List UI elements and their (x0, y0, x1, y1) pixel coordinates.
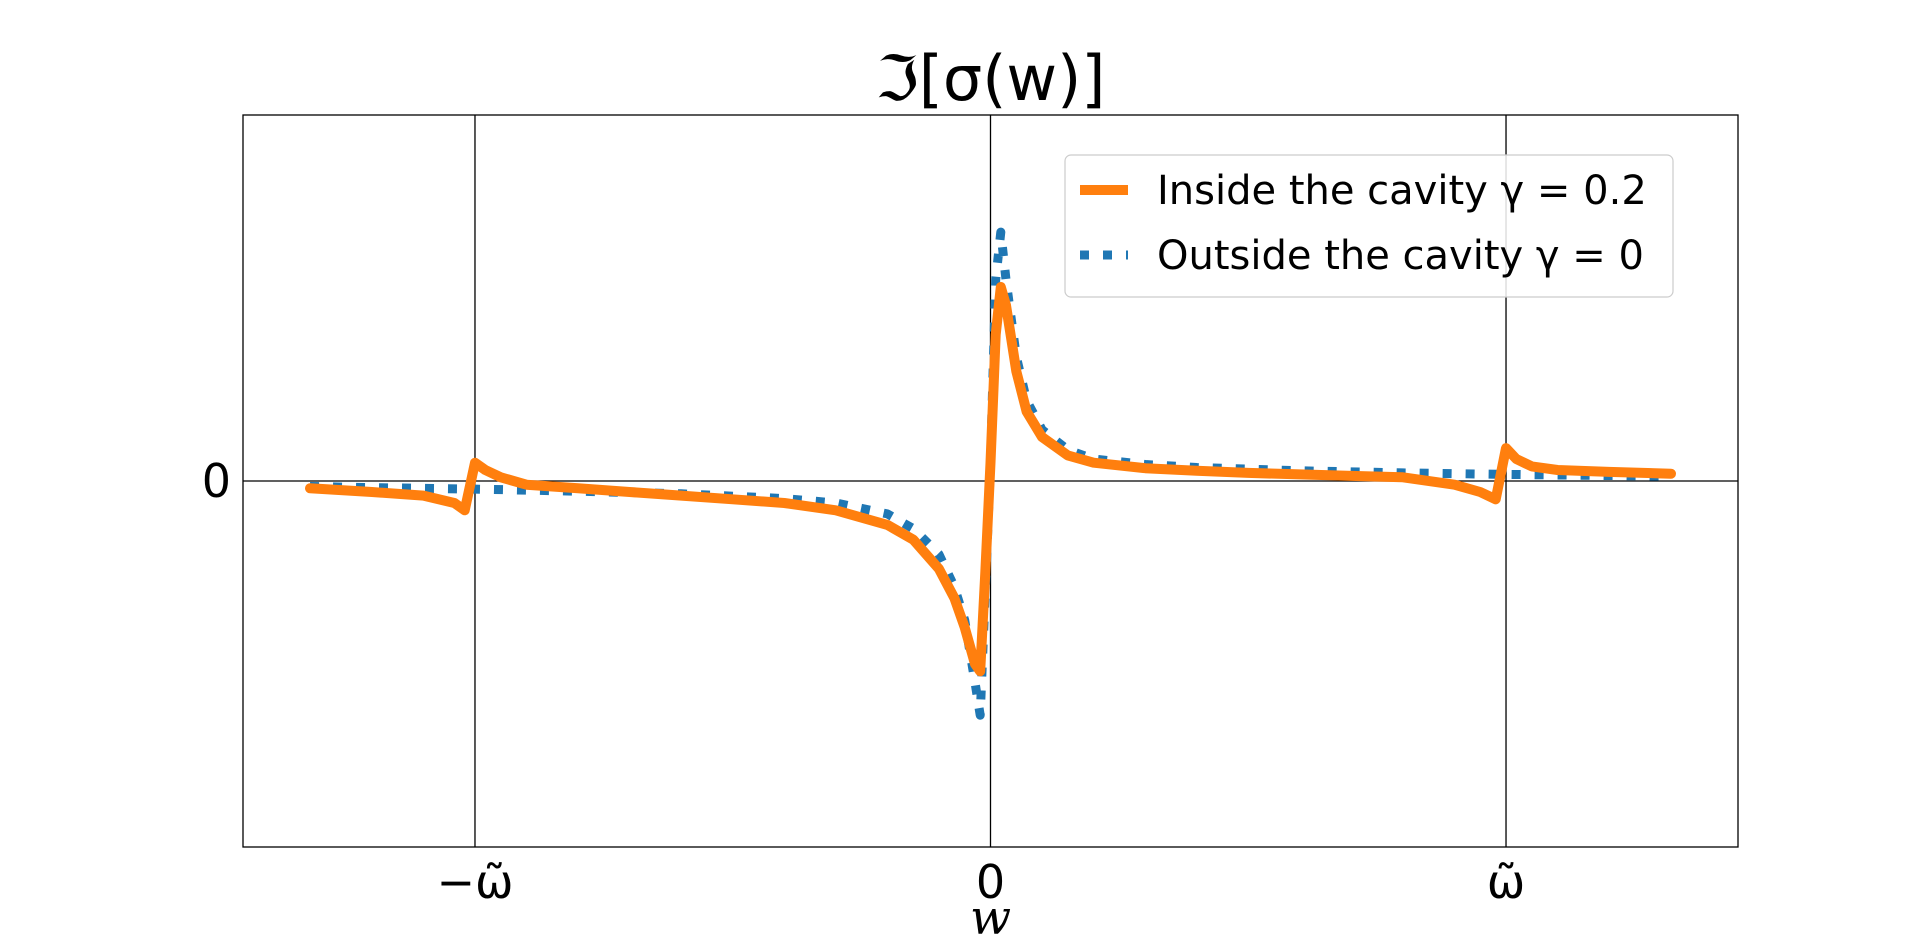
legend-label: Inside the cavity γ = 0.2 (1157, 168, 1647, 214)
legend: Inside the cavity γ = 0.2 Outside the cav… (1064, 154, 1674, 298)
x-tick-labels: −ω̃ 0 ω̃ (436, 855, 1525, 909)
series-line-inside-cavity (305, 282, 1676, 677)
series-layer (305, 227, 1676, 720)
x-tick-label: ω̃ (1487, 855, 1526, 909)
x-tick-label: 0 (976, 855, 1005, 909)
chart-title: ℑ[σ(w)] (876, 42, 1106, 115)
legend-box (1064, 154, 1674, 298)
x-tick-label: −ω̃ (436, 855, 513, 909)
y-tick-label: 0 (202, 454, 231, 508)
legend-items: Inside the cavity γ = 0.2 Outside the cav… (1080, 168, 1647, 279)
legend-label: Outside the cavity γ = 0 (1157, 233, 1644, 279)
x-axis-label: w (970, 890, 1011, 946)
y-tick-labels: 0 (202, 454, 231, 508)
